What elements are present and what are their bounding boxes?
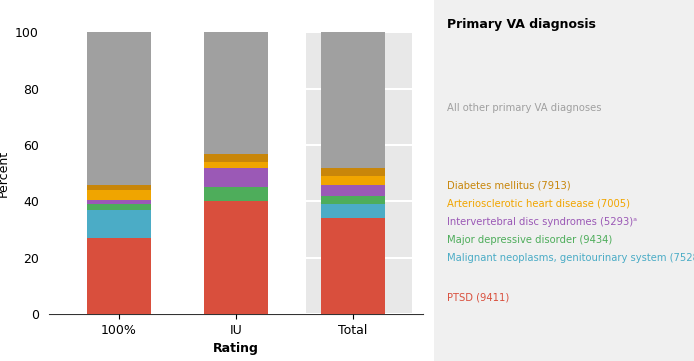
Text: All other primary VA diagnoses: All other primary VA diagnoses [447,103,601,113]
Bar [87,238,151,314]
Text: Primary VA diagnosis: Primary VA diagnosis [447,18,595,31]
Bar [87,204,151,210]
Bar [321,32,385,168]
Bar [87,210,151,238]
Bar [321,168,385,176]
Text: PTSD (9411): PTSD (9411) [447,293,509,303]
Bar [204,187,268,201]
Bar [87,200,151,204]
Text: Intervertebral disc syndromes (5293)ᵃ: Intervertebral disc syndromes (5293)ᵃ [447,217,637,227]
X-axis label: Rating: Rating [213,342,259,355]
Text: Malignant neoplasms, genitourinary system (7528): Malignant neoplasms, genitourinary syste… [447,253,694,263]
Text: Major depressive disorder (9434): Major depressive disorder (9434) [447,235,612,245]
Bar [204,201,268,314]
Bar [321,204,385,218]
Bar [321,184,385,196]
Bar [87,190,151,200]
Y-axis label: Percent: Percent [0,150,10,197]
Bar [321,196,385,204]
Bar [204,162,268,168]
Bar [204,153,268,162]
Bar [321,218,385,314]
Text: Diabetes mellitus (7913): Diabetes mellitus (7913) [447,181,570,191]
Bar [321,176,385,184]
Bar [87,32,151,184]
Bar [306,32,412,314]
Text: Arteriosclerotic heart disease (7005): Arteriosclerotic heart disease (7005) [447,199,629,209]
Bar [204,32,268,153]
Bar [204,168,268,187]
Bar [87,184,151,190]
